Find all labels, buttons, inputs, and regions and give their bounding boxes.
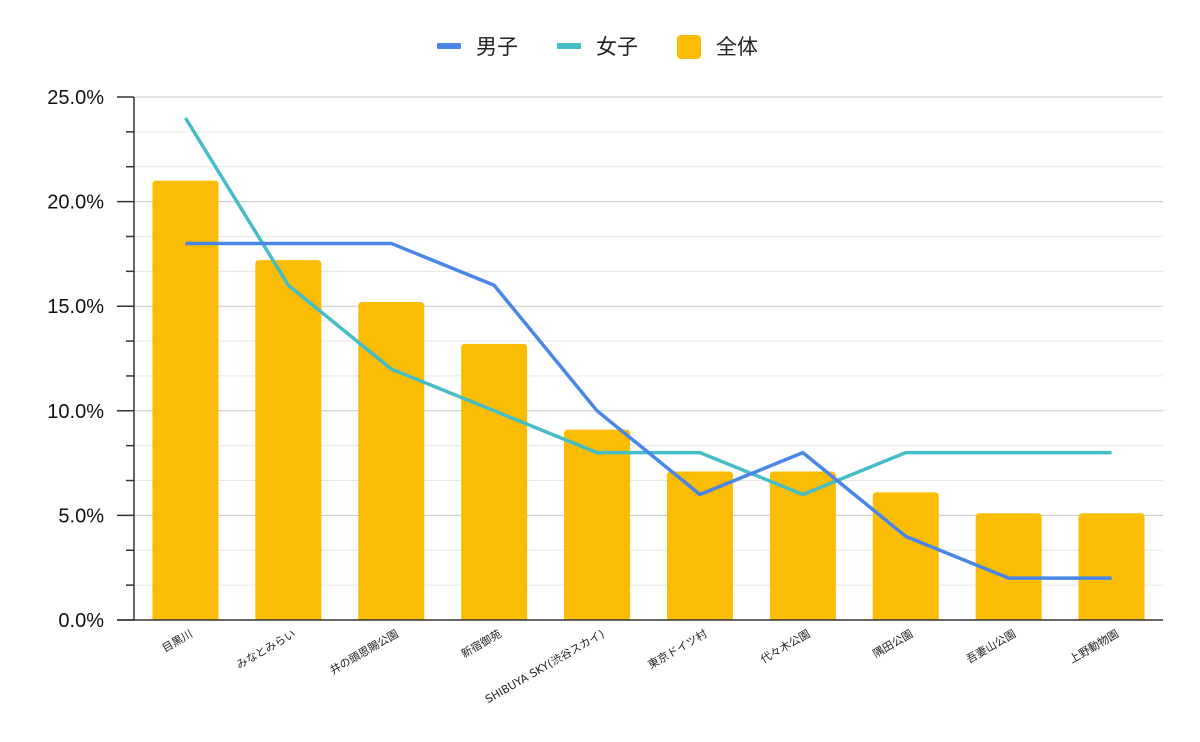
x-tick-label: 目黒川: [160, 627, 195, 655]
x-tick-label: 吾妻山公園: [964, 627, 1018, 666]
bar: [358, 302, 425, 620]
y-tick-label: 15.0%: [47, 296, 104, 318]
legend-label: 女子: [596, 35, 638, 59]
bar: [666, 471, 733, 620]
y-tick-label: 25.0%: [47, 87, 104, 109]
x-tick-label: 上野動物園: [1066, 626, 1121, 666]
y-tick-label: 5.0%: [58, 505, 104, 527]
x-tick-label: 隅田公園: [871, 627, 916, 660]
bar: [461, 343, 528, 620]
y-tick-label: 10.0%: [47, 401, 104, 423]
bar-series: [152, 180, 1145, 620]
legend-label: 男子: [476, 35, 518, 59]
legend-swatch: [437, 43, 461, 49]
bar: [255, 260, 322, 620]
line-series: [183, 117, 1112, 580]
bar: [152, 180, 219, 620]
legend-label: 全体: [716, 35, 758, 59]
legend-swatch: [677, 35, 701, 59]
x-tick-label: 新宿御苑: [459, 626, 504, 660]
legend-swatch: [557, 43, 581, 49]
bar: [769, 471, 836, 620]
x-tick-label: みなとみらい: [234, 627, 298, 671]
x-tick-label: 井の頭恩賜公園: [327, 626, 401, 677]
y-tick-label: 0.0%: [58, 610, 104, 632]
x-tick-label: 代々木公園: [758, 627, 812, 666]
x-tick-label: 東京ドイツ村: [645, 626, 709, 671]
bar: [564, 429, 631, 620]
series-line: [185, 241, 1112, 580]
legend: 男子 女子 全体: [437, 35, 758, 59]
bar: [975, 513, 1042, 620]
bar: [1078, 513, 1145, 620]
y-axis: 0.0% 5.0% 10.0% 15.0% 20.0% 25.0%: [47, 87, 135, 632]
y-tick-label: 20.0%: [47, 192, 104, 214]
bar: [872, 492, 939, 620]
